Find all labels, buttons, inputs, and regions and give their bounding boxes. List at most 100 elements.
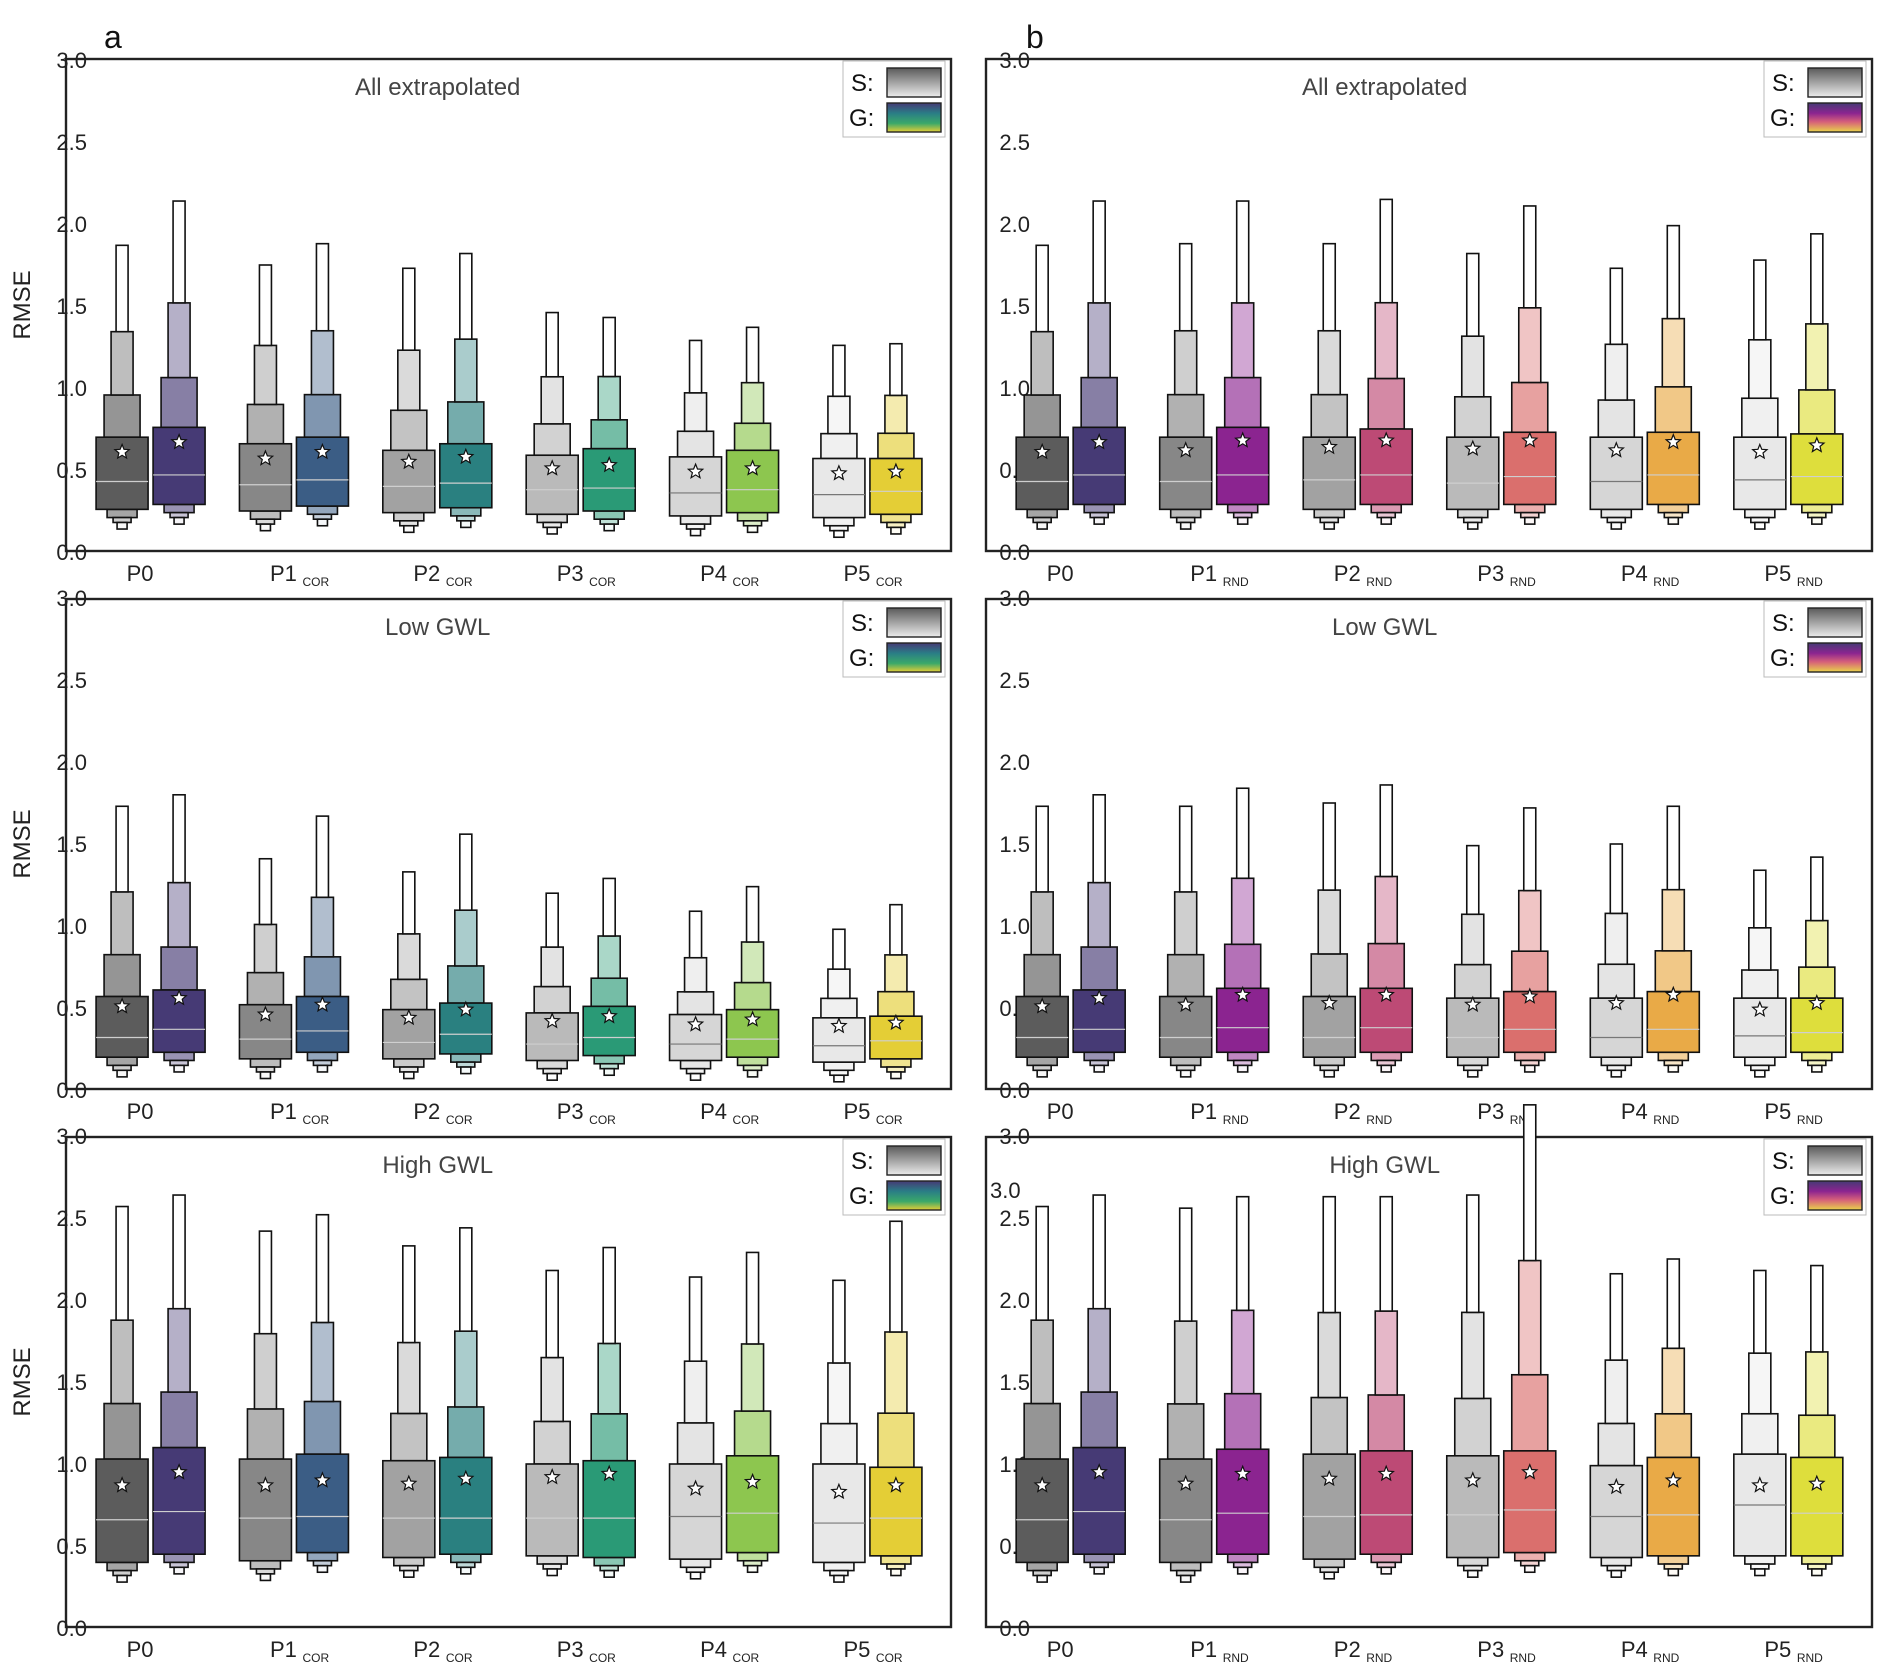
mean-star	[543, 1467, 561, 1485]
upper-box-2	[172, 200, 186, 304]
mean-star	[1320, 437, 1338, 455]
iqr-box	[1359, 987, 1414, 1054]
lower-box-0	[106, 1056, 138, 1067]
legend-s-label: S:	[851, 70, 874, 97]
upper-box-0	[590, 1413, 628, 1462]
boxen-s-3	[525, 311, 579, 535]
upper-box-1	[1748, 1352, 1772, 1415]
upper-box-1	[1173, 891, 1198, 956]
upper-box-0	[1310, 393, 1349, 439]
boxen-g-5	[1790, 233, 1844, 525]
mean-star	[113, 1476, 131, 1493]
category-subscript: COR	[733, 1651, 760, 1665]
upper-box-1	[1805, 323, 1829, 391]
boxen-s-5	[812, 928, 866, 1083]
lower-box-2	[1323, 1069, 1336, 1078]
y-tick-label: 1.0	[56, 1452, 87, 1477]
mean-star	[1607, 993, 1625, 1011]
lower-box-2	[833, 1574, 845, 1583]
lower-box-0	[1083, 503, 1115, 514]
mean-star	[170, 989, 188, 1006]
lower-box-2	[1236, 516, 1249, 525]
category-label: P4	[1621, 1637, 1648, 1662]
lower-box-0	[1657, 1555, 1690, 1565]
upper-box-1	[827, 395, 851, 435]
upper-box-2	[1092, 793, 1106, 884]
upper-box-0	[590, 977, 628, 1008]
category-label: P3	[1477, 1099, 1504, 1124]
upper-box-0	[390, 1412, 428, 1462]
lower-box-0	[163, 1051, 195, 1062]
lower-box-2	[1466, 1069, 1479, 1078]
lower-box-0	[306, 505, 339, 516]
y-tick-label: 1.0	[999, 914, 1030, 939]
iqr-box	[1015, 1458, 1069, 1564]
legend-g-swatch	[886, 1180, 942, 1211]
category-subscript: RND	[1797, 1651, 1823, 1665]
mean-star	[1320, 994, 1338, 1011]
iqr-box	[812, 1463, 866, 1564]
category-subscript: COR	[446, 1651, 473, 1665]
category-label: P1	[1190, 1099, 1217, 1124]
category-subscript: COR	[733, 1113, 760, 1127]
upper-box-0	[1080, 1391, 1118, 1449]
upper-box-1	[1230, 1309, 1255, 1395]
upper-box-0	[1597, 963, 1636, 999]
panel-title: Low GWL	[385, 614, 490, 641]
lower-box-0	[679, 1558, 712, 1569]
upper-box-2	[1379, 1195, 1394, 1312]
legend-g-label: G:	[1770, 105, 1795, 132]
lower-box-2	[316, 518, 329, 527]
boxen-s-0	[1015, 805, 1069, 1078]
lower-box-0	[1370, 1051, 1403, 1062]
upper-box-2	[402, 1245, 416, 1344]
upper-box-2	[545, 892, 559, 948]
category-label: P3	[1477, 561, 1504, 586]
y-tick-label: 0.5	[56, 1534, 87, 1559]
upper-box-2	[402, 267, 416, 351]
mean-star	[600, 456, 618, 473]
mean-star	[887, 1013, 905, 1031]
category-label: P5	[843, 561, 870, 586]
lower-box-0	[1169, 1056, 1202, 1067]
upper-box-2	[402, 871, 416, 935]
upper-box-1	[110, 1319, 134, 1405]
upper-box-1	[827, 968, 851, 1000]
upper-box-1	[1087, 881, 1111, 948]
category-subscript: RND	[1653, 1113, 1679, 1127]
lower-box-2	[546, 526, 558, 535]
upper-box-1	[1317, 1311, 1342, 1399]
boxen-s-3	[1445, 844, 1500, 1078]
lower-box-0	[106, 1561, 138, 1572]
lower-box-0	[536, 1555, 568, 1565]
lower-box-2	[460, 1066, 472, 1075]
y-tick-label: 0.0	[56, 1616, 87, 1641]
mean-star	[1521, 431, 1539, 448]
upper-box-1	[110, 891, 134, 956]
mean-star	[1090, 432, 1108, 450]
mean-star	[743, 1472, 762, 1490]
upper-box-1	[1748, 927, 1772, 971]
mean-star	[256, 1476, 275, 1493]
lower-box-0	[1657, 1051, 1690, 1062]
legend-g-swatch	[1807, 102, 1863, 133]
upper-box-0	[1367, 942, 1406, 990]
category-label: P2	[413, 561, 440, 586]
plot-frame	[64, 597, 953, 1091]
upper-box-0	[1310, 953, 1349, 998]
lower-box-0	[823, 1061, 855, 1072]
category-label: P0	[1047, 1637, 1074, 1662]
lower-box-2	[403, 1569, 415, 1578]
y-tick-label: 3.0	[56, 1124, 87, 1149]
upper-box-2	[1235, 200, 1250, 304]
lower-box-0	[1744, 1555, 1776, 1565]
upper-box-2	[1235, 1195, 1250, 1312]
lower-box-2	[116, 1574, 128, 1583]
lower-box-2	[173, 516, 185, 525]
upper-box-2	[545, 311, 559, 378]
upper-box-1	[1460, 1311, 1485, 1400]
mean-star	[1177, 995, 1195, 1013]
boxen-g-5	[1790, 856, 1844, 1073]
upper-box-1	[1087, 302, 1111, 379]
lower-box-0	[163, 503, 195, 514]
